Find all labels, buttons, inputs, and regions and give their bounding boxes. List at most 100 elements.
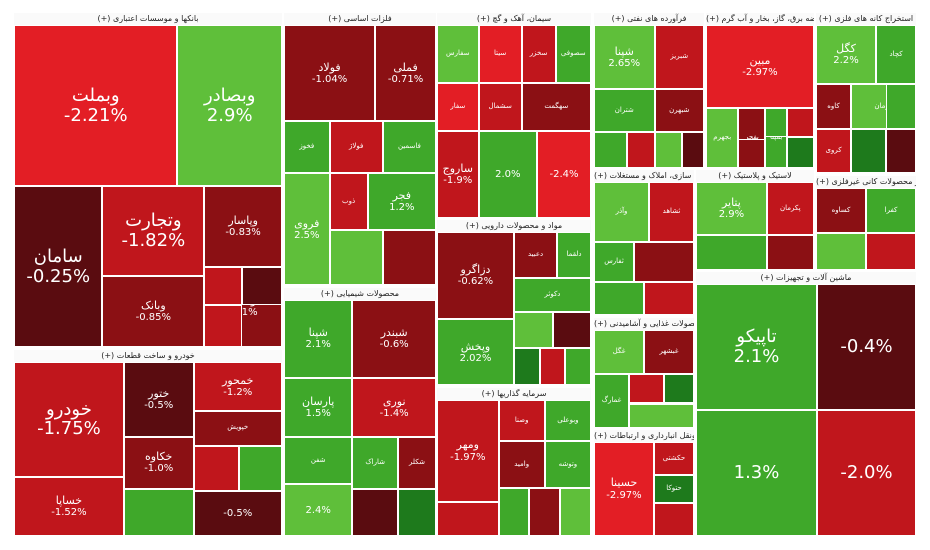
stock-tile[interactable] — [498, 488, 530, 536]
stock-tile[interactable] — [644, 281, 694, 315]
stock-tile[interactable] — [193, 445, 240, 491]
stock-tile[interactable]: پتایر 2.9% — [696, 182, 767, 235]
stock-tile[interactable]: کاوه — [816, 84, 851, 129]
stock-tile[interactable]: ومهر -1.97% — [437, 400, 499, 502]
stock-tile[interactable]: شاراک — [352, 436, 398, 489]
stock-tile[interactable]: دعبید — [514, 232, 558, 278]
stock-tile[interactable] — [594, 281, 644, 315]
stock-tile[interactable] — [766, 234, 814, 270]
stock-tile[interactable]: ساروج -1.9% — [437, 131, 479, 218]
stock-tile[interactable]: شپنا 2.65% — [594, 25, 655, 90]
stock-tile[interactable] — [123, 489, 194, 536]
stock-tile[interactable]: مبین -2.97% — [706, 25, 814, 108]
stock-tile[interactable] — [682, 132, 704, 168]
stock-tile[interactable]: وتجارت -1.82% — [102, 186, 205, 277]
stock-tile[interactable]: نوری -1.4% — [352, 377, 436, 437]
stock-tile[interactable]: شبهرن — [654, 89, 704, 133]
stock-tile[interactable]: -2.0% — [817, 410, 916, 536]
stock-tile[interactable]: کگل 2.2% — [816, 25, 876, 85]
stock-tile[interactable]: سفارس — [437, 25, 479, 83]
stock-tile[interactable] — [654, 132, 682, 168]
stock-tile[interactable] — [886, 128, 916, 173]
stock-tile[interactable]: وبوعلی — [544, 400, 591, 441]
stock-tile[interactable]: خپویش — [193, 410, 282, 446]
stock-tile[interactable]: سیتا — [478, 25, 522, 83]
stock-tile[interactable]: -0.4% — [817, 284, 916, 410]
stock-tile[interactable]: فملی -0.71% — [375, 25, 436, 122]
stock-tile[interactable]: وامید — [498, 440, 545, 489]
stock-tile[interactable]: دکوثر — [514, 277, 591, 312]
stock-tile[interactable] — [204, 305, 242, 347]
stock-tile[interactable] — [738, 139, 766, 168]
stock-tile[interactable]: وپخش 2.02% — [437, 319, 514, 385]
stock-tile[interactable]: حتوکا — [654, 474, 694, 504]
stock-tile[interactable] — [239, 445, 282, 491]
stock-tile[interactable]: دلقما — [557, 232, 591, 278]
stock-tile[interactable]: -0.5% — [193, 490, 282, 536]
stock-tile[interactable]: ذوب — [329, 173, 368, 231]
stock-tile[interactable]: شفن — [284, 436, 353, 485]
stock-tile[interactable] — [851, 128, 886, 173]
stock-tile[interactable]: تاپیکو 2.1% — [696, 284, 817, 410]
stock-tile[interactable]: سخزر — [521, 25, 556, 83]
stock-tile[interactable]: کفرا — [866, 188, 916, 234]
stock-tile[interactable] — [529, 488, 561, 536]
stock-tile[interactable]: خمحور -1.2% — [193, 362, 282, 411]
stock-tile[interactable] — [787, 107, 814, 137]
stock-tile[interactable]: سفار — [437, 82, 479, 132]
stock-tile[interactable]: سصوفی — [555, 25, 591, 83]
stock-tile[interactable] — [329, 230, 383, 285]
stock-tile[interactable]: فخوز — [284, 121, 330, 174]
stock-tile[interactable]: غبشهر — [644, 330, 694, 375]
stock-tile[interactable]: فولاد -1.04% — [284, 25, 376, 122]
stock-tile[interactable]: وتوشه — [544, 440, 591, 489]
stock-tile[interactable] — [398, 488, 436, 536]
stock-tile[interactable]: ختور -0.5% — [123, 362, 194, 437]
stock-tile[interactable] — [816, 233, 866, 270]
stock-tile[interactable]: شبریز — [654, 25, 704, 90]
stock-tile[interactable]: ثشاهد — [649, 182, 694, 242]
stock-tile[interactable]: وبملت -2.21% — [14, 25, 178, 186]
stock-tile[interactable]: شپنا 2.1% — [284, 300, 353, 378]
stock-tile[interactable]: شبندر -0.6% — [352, 300, 436, 378]
stock-tile[interactable] — [552, 311, 591, 349]
stock-tile[interactable]: حکشتی — [654, 442, 694, 475]
stock-tile[interactable]: غگل — [594, 330, 644, 375]
stock-tile[interactable]: کساوه — [816, 188, 866, 234]
stock-tile[interactable]: فجر 1.2% — [367, 173, 436, 231]
stock-tile[interactable]: کچاد — [876, 25, 916, 85]
stock-tile[interactable] — [564, 348, 591, 385]
stock-tile[interactable] — [627, 132, 655, 168]
stock-tile[interactable]: بجهرم — [706, 107, 739, 168]
stock-tile[interactable] — [696, 234, 767, 270]
stock-tile[interactable] — [204, 266, 242, 306]
stock-tile[interactable]: -2.4% — [537, 131, 591, 218]
stock-tile[interactable]: شتران — [594, 89, 655, 133]
stock-tile[interactable] — [629, 403, 694, 428]
stock-tile[interactable] — [594, 132, 627, 168]
stock-tile[interactable]: سهگمت — [521, 82, 591, 132]
stock-tile[interactable]: وبانک -0.85% — [102, 276, 205, 347]
stock-tile[interactable]: فولاژ — [329, 121, 383, 174]
stock-tile[interactable]: سامان -0.25% — [14, 186, 103, 347]
stock-tile[interactable] — [540, 348, 565, 385]
stock-tile[interactable]: 2.0% — [478, 131, 538, 218]
stock-tile[interactable]: شکلر — [398, 436, 436, 489]
stock-tile[interactable] — [654, 503, 694, 536]
stock-tile[interactable]: پکرمان — [766, 182, 814, 235]
stock-tile[interactable]: خودرو -1.75% — [14, 362, 124, 477]
stock-tile[interactable]: کروی — [816, 128, 851, 173]
stock-tile[interactable] — [787, 136, 814, 168]
stock-tile[interactable]: سشمال — [478, 82, 522, 132]
stock-tile[interactable] — [437, 502, 499, 536]
stock-tile[interactable] — [382, 230, 436, 285]
stock-tile[interactable] — [514, 348, 541, 385]
stock-tile[interactable]: وبصادر 2.9% — [177, 25, 282, 186]
stock-tile[interactable]: خکاوه -1.0% — [123, 436, 194, 489]
stock-tile[interactable]: خساپا -1.52% — [14, 476, 124, 536]
stock-tile[interactable] — [664, 374, 694, 404]
stock-tile[interactable]: 2.4% — [284, 484, 353, 536]
stock-tile[interactable] — [866, 233, 916, 270]
stock-tile[interactable] — [765, 107, 787, 137]
stock-tile[interactable]: غمارگ — [594, 374, 629, 428]
